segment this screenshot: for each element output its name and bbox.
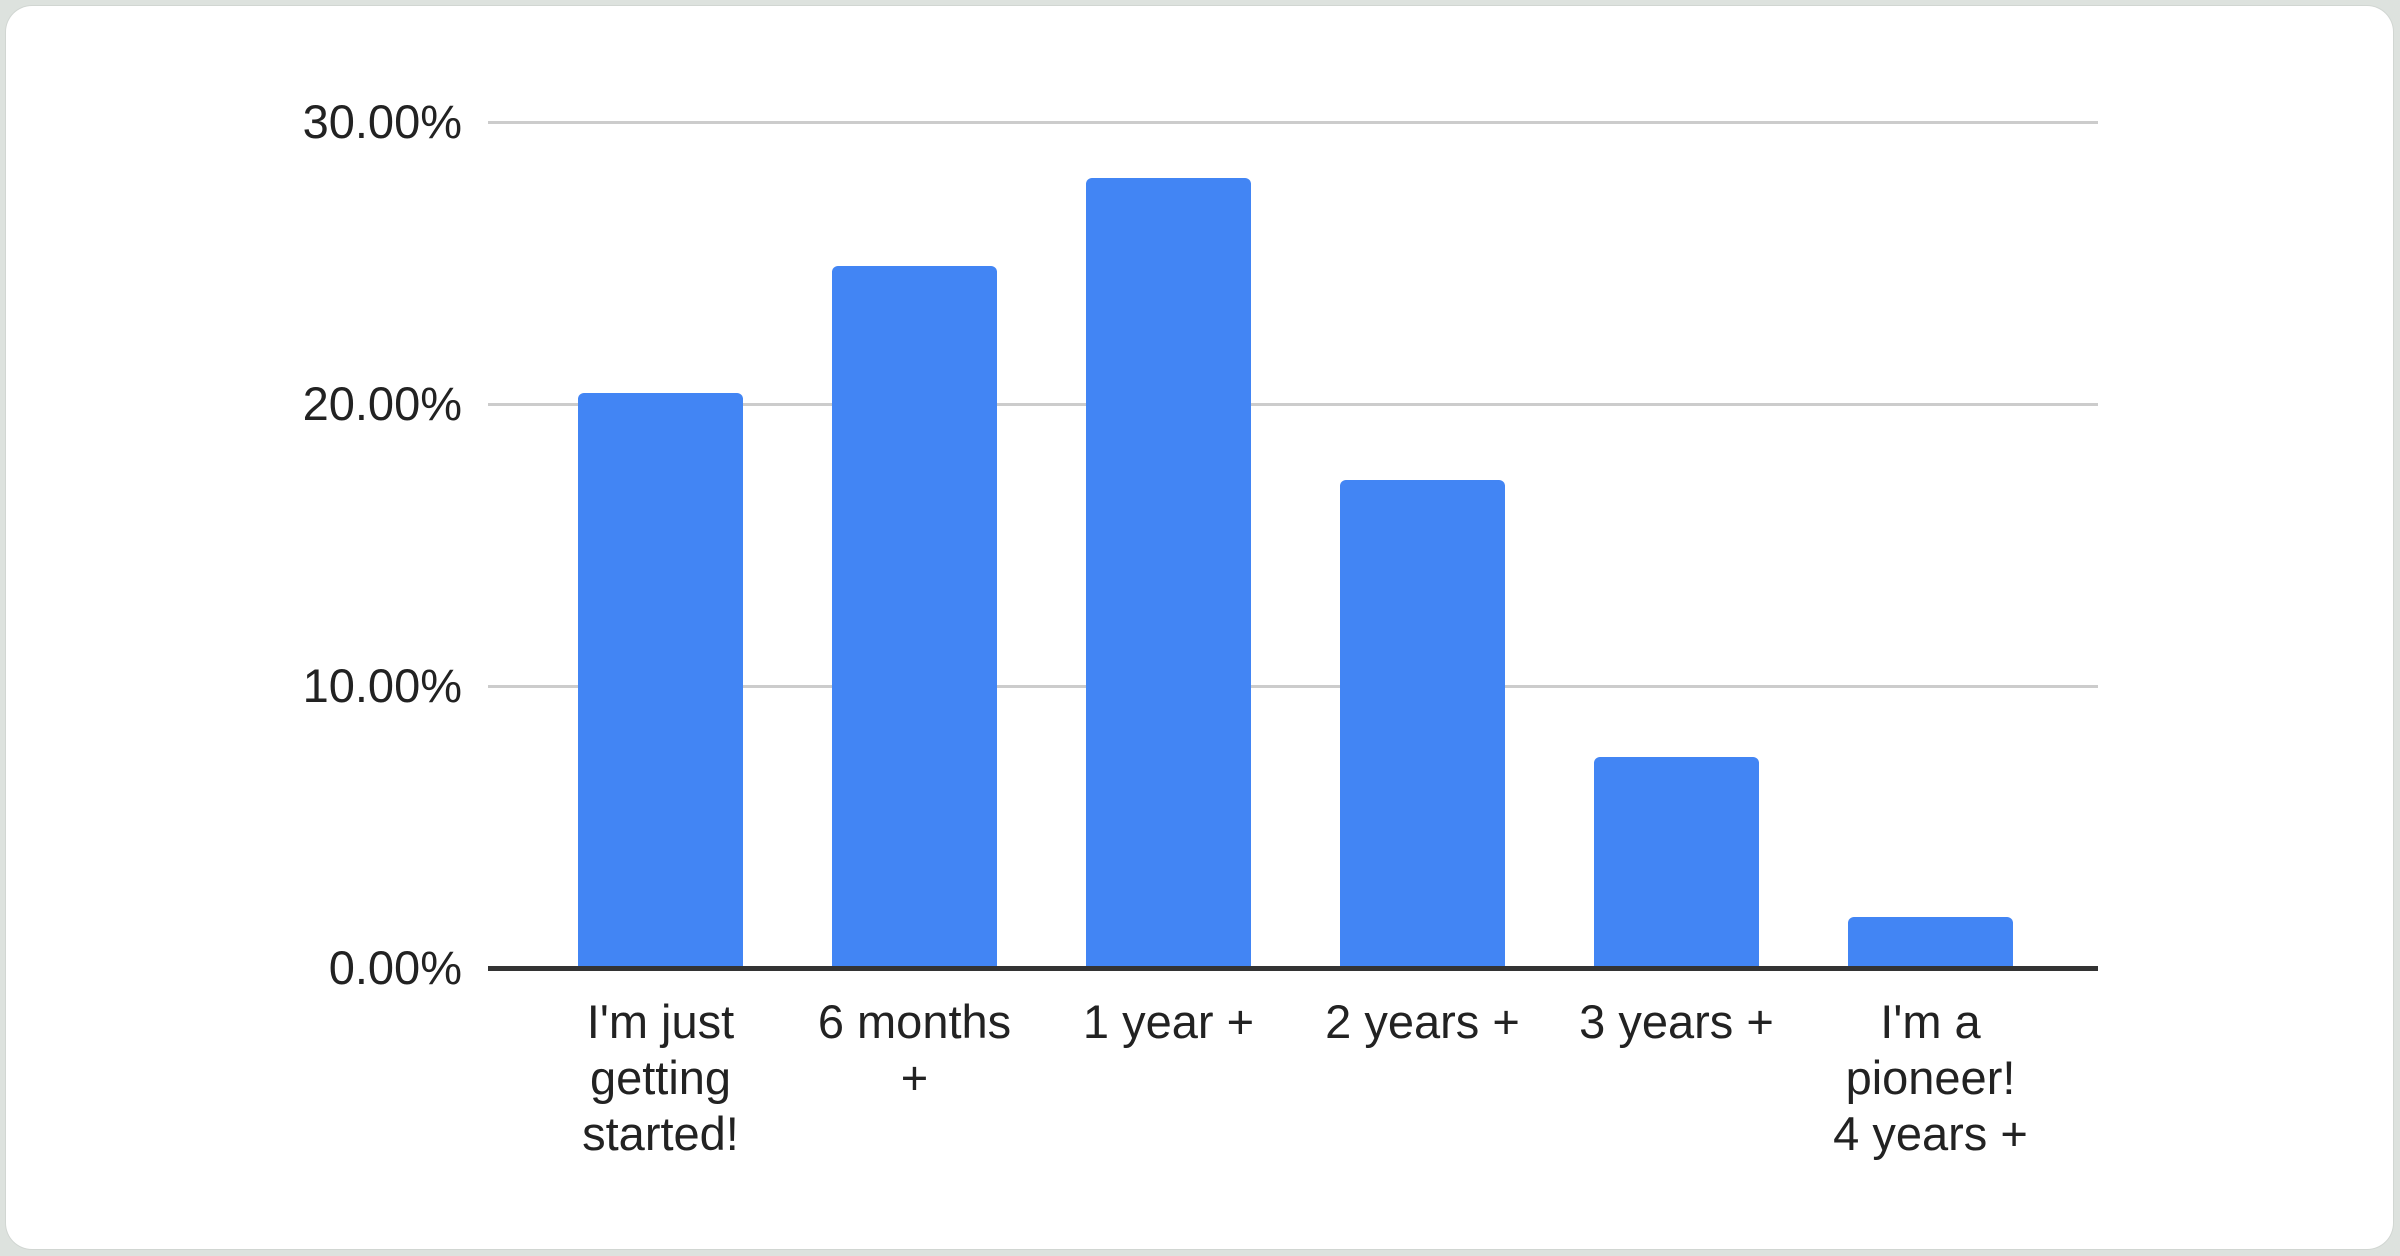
bar-6[interactable] — [1848, 917, 2013, 968]
bar-5[interactable] — [1594, 756, 1759, 968]
x-category-label: 1 year + — [1082, 995, 1255, 1048]
x-category-label: I'm just getting started! — [582, 995, 739, 1160]
bar-4[interactable] — [1340, 480, 1505, 968]
y-tick-label: 20.00% — [302, 377, 462, 430]
chart-card: 0.00% 10.00% 20.00% 30.00% I'm just getting… — [6, 6, 2393, 1249]
bar-3[interactable] — [1086, 178, 1251, 968]
x-axis-line — [488, 966, 2098, 971]
gridline-20pct — [488, 402, 2098, 406]
y-tick-label: 0.00% — [328, 941, 462, 994]
x-category-label: 3 years + — [1579, 995, 1774, 1048]
gridline-30pct — [488, 120, 2098, 124]
x-category-label: 6 months + — [817, 995, 1012, 1104]
y-tick-label: 10.00% — [302, 659, 462, 712]
bar-chart: 0.00% 10.00% 20.00% 30.00% I'm just getting… — [6, 6, 2393, 1249]
x-category-label: I'm a pioneer! 4 years + — [1833, 995, 2028, 1160]
bar-1[interactable] — [578, 392, 743, 968]
bar-2[interactable] — [832, 265, 997, 968]
x-category-label: 2 years + — [1325, 995, 1520, 1048]
y-tick-label: 30.00% — [302, 95, 462, 148]
gridline-10pct — [488, 684, 2098, 688]
